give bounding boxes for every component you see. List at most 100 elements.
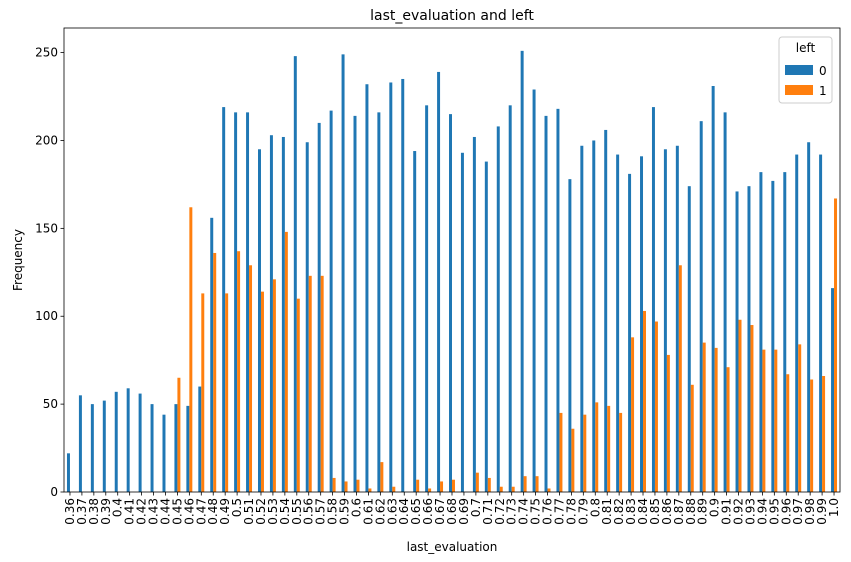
x-tick-label: 0.67 (433, 498, 447, 525)
x-tick-label: 0.61 (361, 498, 375, 525)
bar-series-0-0.38 (90, 404, 94, 492)
bar-series-0-0.6 (353, 115, 357, 492)
bar-series-0-0.97 (795, 154, 799, 493)
x-tick-label: 0.52 (254, 498, 268, 525)
x-tick-label: 0.7 (469, 498, 483, 517)
x-tick-label: 0.79 (576, 498, 590, 525)
bar-series-1-0.83 (631, 337, 635, 492)
bar-series-1-0.72 (499, 486, 503, 492)
x-tick-label: 0.38 (87, 498, 101, 525)
x-tick-label: 0.66 (421, 498, 435, 525)
bar-series-0-0.77 (556, 108, 560, 492)
bar-series-0-0.49 (222, 107, 226, 492)
y-tick-label: 100 (35, 309, 58, 323)
bar-series-1-0.58 (332, 477, 336, 492)
bar-series-0-0.45 (174, 404, 178, 492)
x-tick-label: 0.58 (326, 498, 340, 525)
x-tick-label: 0.69 (457, 498, 471, 525)
x-tick-label: 0.92 (732, 498, 746, 525)
bar-series-0-0.37 (78, 395, 82, 492)
bar-series-0-0.62 (377, 112, 381, 493)
bar-series-1-0.77 (559, 412, 563, 492)
x-tick-label: 0.99 (815, 498, 829, 525)
bar-series-1-0.86 (666, 354, 670, 492)
bar-series-0-0.83 (628, 173, 632, 492)
bar-series-0-0.36 (66, 453, 70, 492)
bar-series-0-0.68 (449, 114, 452, 493)
x-tick-label: 0.82 (612, 498, 626, 525)
bar-series-0-0.74 (520, 50, 524, 492)
bar-series-1-0.57 (320, 275, 324, 492)
bar-series-0-0.64 (401, 78, 405, 492)
bar-series-0-0.53 (269, 135, 273, 492)
x-tick-label: 0.48 (206, 498, 220, 525)
bar-series-1-0.47 (201, 293, 205, 492)
bar-series-1-0.48 (213, 252, 217, 492)
x-tick-label: 0.49 (218, 498, 232, 525)
x-tick-label: 0.51 (242, 498, 256, 525)
x-tick-label: 0.42 (135, 498, 149, 525)
bar-series-1-0.63 (392, 486, 396, 492)
bar-series-1-0.61 (368, 488, 372, 492)
bar-series-1-0.91 (726, 367, 730, 492)
x-tick-label: 0.46 (182, 498, 196, 525)
bar-series-0-0.5 (234, 112, 238, 493)
bar-series-0-0.81 (604, 129, 608, 492)
x-tick-label: 0.37 (75, 498, 89, 525)
x-tick-label: 0.55 (290, 498, 304, 525)
bar-series-0-0.7 (472, 136, 476, 492)
bar-series-1-0.74 (523, 476, 527, 492)
x-tick-label: 0.85 (648, 498, 662, 525)
bar-series-0-0.69 (460, 152, 464, 493)
bar-series-0-0.65 (413, 151, 417, 492)
bar-series-0-0.52 (258, 149, 261, 492)
x-tick-label: 0.96 (779, 498, 793, 525)
bar-series-1-0.67 (440, 481, 444, 492)
bar-series-1-0.88 (690, 384, 694, 492)
bar-series-0-0.47 (198, 386, 202, 492)
bar-series-1-0.49 (225, 293, 229, 492)
y-ticks-group: 0 50 100 150 200 250 (35, 46, 64, 499)
bar-series-1-0.93 (750, 325, 754, 492)
x-tick-label: 0.72 (493, 498, 507, 525)
bar-series-1-0.68 (452, 479, 455, 492)
legend-swatch-1 (785, 85, 813, 95)
x-tick-label: 0.44 (158, 498, 172, 525)
bar-series-0-0.76 (544, 115, 548, 492)
x-tick-label: 0.45 (170, 498, 184, 525)
x-tick-label: 0.62 (373, 498, 387, 525)
x-tick-label: 0.87 (672, 498, 686, 525)
bar-series-0-0.71 (484, 161, 488, 492)
y-tick-label: 250 (35, 46, 58, 60)
bar-series-0-0.4 (114, 391, 118, 492)
x-tick-label: 0.68 (445, 498, 459, 525)
x-tick-label: 0.89 (696, 498, 710, 525)
bar-series-0-0.87 (675, 145, 679, 492)
x-tick-label: 0.97 (791, 498, 805, 525)
bar-series-0-0.95 (771, 180, 775, 492)
bar-series-0-1.0 (831, 288, 835, 492)
legend-swatch-0 (785, 65, 813, 75)
bar-series-1-0.9 (714, 347, 718, 492)
bar-series-1-0.52 (260, 291, 264, 492)
bar-series-1-0.92 (738, 319, 742, 492)
bar-series-0-0.66 (425, 105, 429, 492)
bar-series-1-0.5 (237, 251, 241, 492)
bar-series-1-0.8 (595, 402, 599, 492)
x-tick-label: 0.71 (481, 498, 495, 525)
bar-series-1-0.76 (547, 488, 551, 492)
bar-series-0-0.75 (532, 89, 536, 493)
x-tick-label: 0.57 (314, 498, 328, 525)
bar-series-0-0.63 (389, 82, 393, 492)
bar-series-0-0.82 (616, 154, 620, 493)
bar-series-0-0.96 (783, 172, 787, 492)
legend: left 0 1 (778, 36, 833, 104)
x-tick-label: 0.47 (194, 498, 208, 525)
x-tick-label: 0.43 (147, 498, 161, 525)
x-tick-label: 0.75 (529, 498, 543, 525)
x-tick-label: 0.6 (349, 498, 363, 517)
bar-series-1-0.46 (189, 207, 193, 492)
bar-series-0-0.55 (293, 56, 297, 493)
x-tick-label: 0.64 (397, 498, 411, 525)
